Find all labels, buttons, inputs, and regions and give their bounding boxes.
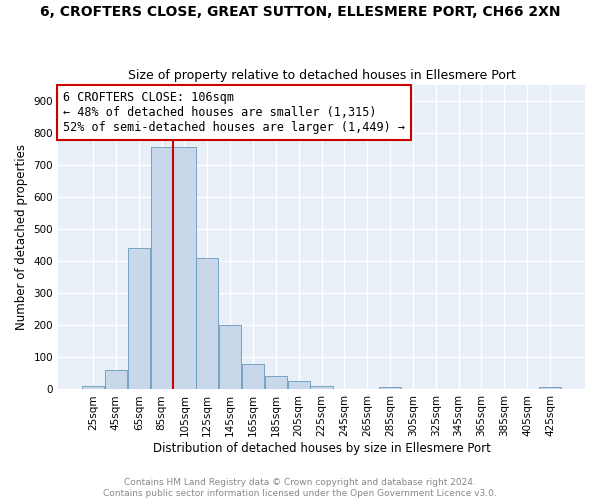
- Bar: [310, 386, 332, 390]
- Text: 6, CROFTERS CLOSE, GREAT SUTTON, ELLESMERE PORT, CH66 2XN: 6, CROFTERS CLOSE, GREAT SUTTON, ELLESME…: [40, 5, 560, 19]
- Bar: [242, 364, 264, 390]
- Bar: [265, 376, 287, 390]
- Bar: [219, 326, 241, 390]
- Title: Size of property relative to detached houses in Ellesmere Port: Size of property relative to detached ho…: [128, 69, 515, 82]
- Bar: [128, 248, 150, 390]
- Y-axis label: Number of detached properties: Number of detached properties: [15, 144, 28, 330]
- Text: 6 CROFTERS CLOSE: 106sqm
← 48% of detached houses are smaller (1,315)
52% of sem: 6 CROFTERS CLOSE: 106sqm ← 48% of detach…: [64, 90, 406, 134]
- Bar: [539, 387, 561, 390]
- Bar: [82, 386, 104, 390]
- X-axis label: Distribution of detached houses by size in Ellesmere Port: Distribution of detached houses by size …: [152, 442, 490, 455]
- Text: Contains HM Land Registry data © Crown copyright and database right 2024.
Contai: Contains HM Land Registry data © Crown c…: [103, 478, 497, 498]
- Bar: [105, 370, 127, 390]
- Bar: [287, 381, 310, 390]
- Bar: [379, 387, 401, 390]
- Bar: [173, 147, 196, 390]
- Bar: [196, 258, 218, 390]
- Bar: [151, 147, 173, 390]
